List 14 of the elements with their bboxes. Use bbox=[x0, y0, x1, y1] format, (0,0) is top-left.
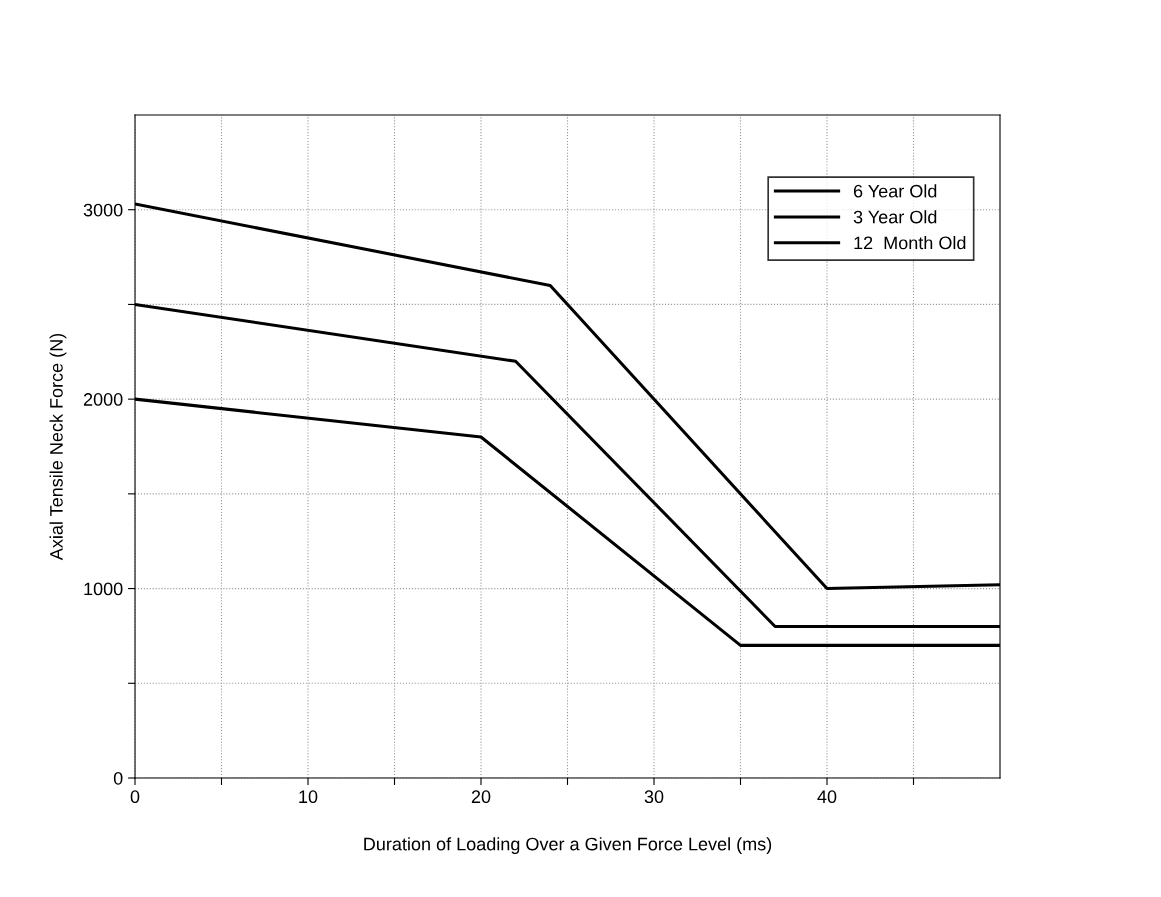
legend-label: 6 Year Old bbox=[853, 184, 937, 198]
y-tick-label: 0 bbox=[113, 771, 123, 785]
y-tick-label: 3000 bbox=[83, 203, 123, 217]
legend-label: 3 Year Old bbox=[853, 210, 937, 224]
x-tick-label: 10 bbox=[299, 790, 318, 804]
x-axis-title: Duration of Loading Over a Given Force Level (ms) bbox=[364, 837, 772, 855]
y-tick-label: 1000 bbox=[84, 582, 123, 596]
y-axis-title: Axial Tensile Neck Force (N) bbox=[49, 333, 67, 561]
x-tick-label: 30 bbox=[644, 790, 664, 804]
y-tick-label: 2000 bbox=[83, 393, 123, 406]
x-tick-label: 20 bbox=[471, 790, 491, 804]
x-tick-label: 0 bbox=[130, 790, 140, 804]
x-tick-label: 40 bbox=[817, 790, 837, 804]
legend-label: 12 Month Old bbox=[854, 236, 966, 250]
